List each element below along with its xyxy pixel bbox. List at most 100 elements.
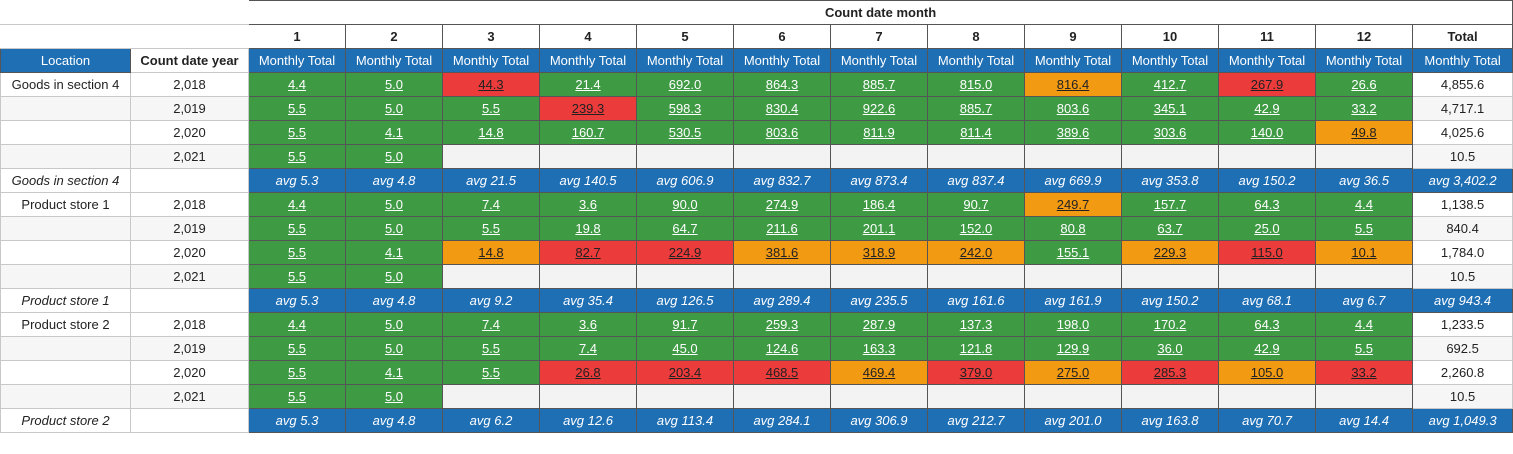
value-link[interactable]: 885.7	[959, 101, 993, 116]
value-link[interactable]: 36.0	[1157, 341, 1183, 356]
value-cell[interactable]: 63.7	[1121, 216, 1219, 241]
value-cell[interactable]: 811.4	[927, 120, 1025, 145]
value-cell[interactable]: 5.5	[248, 144, 346, 169]
value-link[interactable]: 90.7	[963, 197, 989, 212]
value-link[interactable]: 5.0	[384, 269, 404, 284]
value-cell[interactable]: 64.3	[1218, 312, 1316, 337]
value-cell[interactable]: 5.5	[1315, 216, 1413, 241]
value-link[interactable]: 63.7	[1157, 221, 1183, 236]
value-link[interactable]: 140.0	[1250, 125, 1284, 140]
value-link[interactable]: 4.1	[384, 245, 404, 260]
value-cell[interactable]: 26.8	[539, 360, 637, 385]
value-link[interactable]: 5.0	[384, 317, 404, 332]
value-cell[interactable]: 14.8	[442, 240, 540, 265]
value-link[interactable]: 345.1	[1153, 101, 1187, 116]
value-cell[interactable]: 5.0	[345, 216, 443, 241]
value-cell[interactable]: 160.7	[539, 120, 637, 145]
value-link[interactable]: 64.3	[1254, 317, 1280, 332]
value-cell[interactable]: 5.5	[1315, 336, 1413, 361]
value-link[interactable]: 4.4	[1354, 317, 1374, 332]
value-cell[interactable]: 115.0	[1218, 240, 1316, 265]
value-link[interactable]: 10.1	[1351, 245, 1377, 260]
value-link[interactable]: 90.0	[672, 197, 698, 212]
value-cell[interactable]: 5.5	[442, 336, 540, 361]
value-link[interactable]: 5.5	[287, 389, 307, 404]
value-cell[interactable]: 129.9	[1024, 336, 1122, 361]
value-link[interactable]: 468.5	[765, 365, 799, 380]
value-link[interactable]: 7.4	[578, 341, 598, 356]
value-cell[interactable]: 7.4	[442, 192, 540, 217]
value-link[interactable]: 26.8	[575, 365, 601, 380]
value-cell[interactable]: 5.5	[248, 96, 346, 121]
value-link[interactable]: 864.3	[765, 77, 799, 92]
measure-header[interactable]: Monthly Total	[248, 48, 346, 73]
value-link[interactable]: 105.0	[1250, 365, 1284, 380]
value-cell[interactable]: 692.0	[636, 72, 734, 97]
value-cell[interactable]: 5.5	[248, 216, 346, 241]
value-link[interactable]: 3.6	[578, 197, 598, 212]
value-cell[interactable]: 163.3	[830, 336, 928, 361]
value-cell[interactable]: 5.0	[345, 264, 443, 289]
value-cell[interactable]: 239.3	[539, 96, 637, 121]
measure-header[interactable]: Monthly Total	[1121, 48, 1219, 73]
value-link[interactable]: 287.9	[862, 317, 896, 332]
value-link[interactable]: 5.5	[287, 221, 307, 236]
value-link[interactable]: 19.8	[575, 221, 601, 236]
value-link[interactable]: 224.9	[668, 245, 702, 260]
value-cell[interactable]: 5.5	[248, 336, 346, 361]
value-link[interactable]: 379.0	[959, 365, 993, 380]
value-link[interactable]: 21.4	[575, 77, 601, 92]
value-link[interactable]: 163.3	[862, 341, 896, 356]
value-cell[interactable]: 3.6	[539, 192, 637, 217]
value-link[interactable]: 33.2	[1351, 101, 1377, 116]
value-cell[interactable]: 186.4	[830, 192, 928, 217]
value-link[interactable]: 274.9	[765, 197, 799, 212]
month-header-6[interactable]: 6	[733, 24, 831, 49]
value-cell[interactable]: 45.0	[636, 336, 734, 361]
value-link[interactable]: 598.3	[668, 101, 702, 116]
value-cell[interactable]: 121.8	[927, 336, 1025, 361]
value-link[interactable]: 14.8	[478, 245, 504, 260]
value-link[interactable]: 815.0	[959, 77, 993, 92]
value-link[interactable]: 3.6	[578, 317, 598, 332]
value-cell[interactable]: 830.4	[733, 96, 831, 121]
value-link[interactable]: 5.5	[481, 221, 501, 236]
value-link[interactable]: 5.0	[384, 221, 404, 236]
value-cell[interactable]: 33.2	[1315, 96, 1413, 121]
month-header-11[interactable]: 11	[1218, 24, 1316, 49]
value-cell[interactable]: 303.6	[1121, 120, 1219, 145]
value-link[interactable]: 5.0	[384, 389, 404, 404]
value-cell[interactable]: 249.7	[1024, 192, 1122, 217]
value-link[interactable]: 152.0	[959, 221, 993, 236]
value-cell[interactable]: 4.4	[1315, 312, 1413, 337]
value-cell[interactable]: 4.4	[248, 312, 346, 337]
value-cell[interactable]: 33.2	[1315, 360, 1413, 385]
measure-header[interactable]: Monthly Total	[1315, 48, 1413, 73]
value-cell[interactable]: 64.7	[636, 216, 734, 241]
column-dimension-title[interactable]: Count date month	[247, 0, 1513, 25]
value-link[interactable]: 4.1	[384, 125, 404, 140]
value-link[interactable]: 5.0	[384, 149, 404, 164]
value-cell[interactable]: 5.0	[345, 336, 443, 361]
value-link[interactable]: 692.0	[668, 77, 702, 92]
value-link[interactable]: 267.9	[1250, 77, 1284, 92]
value-link[interactable]: 412.7	[1153, 77, 1187, 92]
value-link[interactable]: 198.0	[1056, 317, 1090, 332]
location-header[interactable]: Location	[0, 48, 131, 73]
value-cell[interactable]: 864.3	[733, 72, 831, 97]
value-cell[interactable]: 4.4	[248, 72, 346, 97]
value-cell[interactable]: 275.0	[1024, 360, 1122, 385]
value-cell[interactable]: 170.2	[1121, 312, 1219, 337]
value-link[interactable]: 5.5	[287, 269, 307, 284]
value-cell[interactable]: 5.0	[345, 72, 443, 97]
measure-header[interactable]: Monthly Total	[1024, 48, 1122, 73]
value-link[interactable]: 64.3	[1254, 197, 1280, 212]
value-cell[interactable]: 5.5	[248, 120, 346, 145]
value-link[interactable]: 5.5	[287, 149, 307, 164]
value-link[interactable]: 5.5	[1354, 341, 1374, 356]
value-link[interactable]: 25.0	[1254, 221, 1280, 236]
month-header-9[interactable]: 9	[1024, 24, 1122, 49]
value-link[interactable]: 170.2	[1153, 317, 1187, 332]
month-header-3[interactable]: 3	[442, 24, 540, 49]
value-cell[interactable]: 10.1	[1315, 240, 1413, 265]
